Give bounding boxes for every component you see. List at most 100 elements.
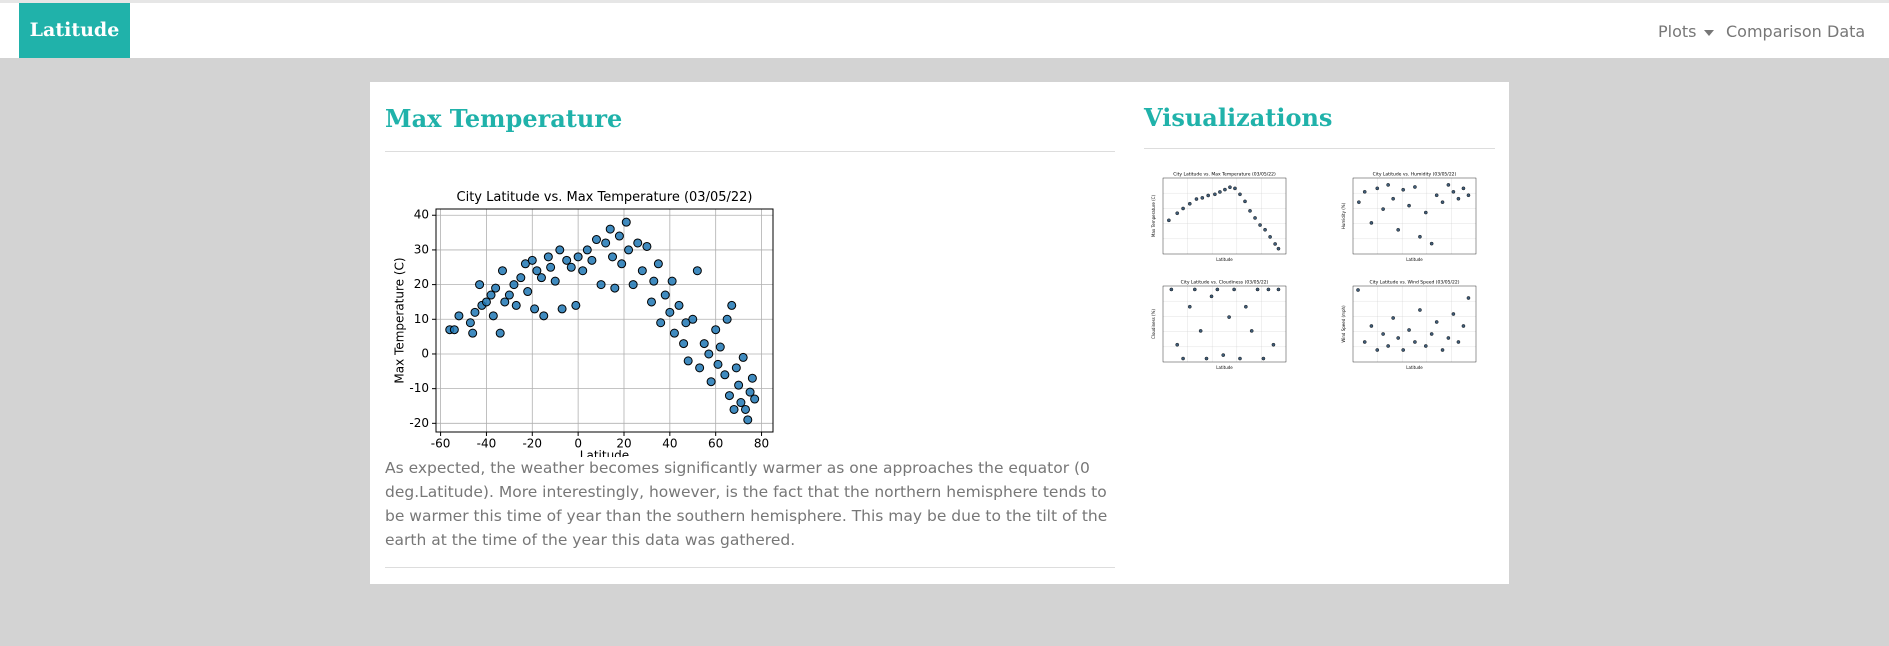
data-point xyxy=(653,259,663,269)
thumbnail[interactable]: City Latitude vs. Max Temperature (03/05… xyxy=(1145,170,1293,266)
data-point xyxy=(1375,186,1380,191)
data-point xyxy=(738,352,748,362)
navbar: Latitude Plots Comparison Data xyxy=(0,0,1889,58)
data-point xyxy=(557,304,567,314)
x-tick-label: -40 xyxy=(477,437,497,451)
data-point xyxy=(1451,312,1456,316)
data-point xyxy=(454,311,464,321)
data-point xyxy=(536,273,546,283)
x-tick-label: -20 xyxy=(522,437,542,451)
data-point xyxy=(679,339,689,349)
data-point xyxy=(509,280,519,290)
data-point xyxy=(706,377,716,387)
data-point xyxy=(715,342,725,352)
data-point xyxy=(582,245,592,255)
data-point xyxy=(637,266,647,276)
data-point xyxy=(1238,356,1242,361)
data-point xyxy=(596,280,606,290)
data-point xyxy=(720,370,730,380)
data-point xyxy=(1357,200,1361,204)
nav-plots[interactable]: Plots xyxy=(1658,22,1714,41)
data-point xyxy=(1434,193,1439,198)
x-tick-label: 60 xyxy=(708,437,723,451)
data-point xyxy=(1396,336,1400,340)
y-tick-label: -20 xyxy=(409,416,429,430)
data-point xyxy=(1423,210,1428,215)
data-point xyxy=(1429,332,1434,336)
data-point xyxy=(1233,186,1237,191)
data-point xyxy=(1198,329,1203,333)
y-axis-label: Humidity (%) xyxy=(1341,202,1346,229)
data-point xyxy=(1401,348,1406,352)
data-point xyxy=(527,255,537,265)
data-point xyxy=(1401,187,1406,192)
data-point xyxy=(511,300,521,310)
data-point xyxy=(669,328,679,338)
data-point xyxy=(722,314,732,324)
chart-title: City Latitude vs. Wind Speed (03/05/22) xyxy=(1369,279,1459,285)
data-point xyxy=(1232,287,1236,292)
data-point xyxy=(539,311,549,321)
chart-title: City Latitude vs. Cloudiness (03/05/22) xyxy=(1181,279,1269,285)
data-point xyxy=(660,290,670,300)
data-point xyxy=(727,300,737,310)
data-point xyxy=(566,262,576,272)
data-point xyxy=(605,224,615,234)
data-point xyxy=(1362,340,1367,344)
data-point xyxy=(642,241,652,251)
data-point xyxy=(1266,287,1271,292)
data-point xyxy=(747,373,757,383)
y-tick-label: 20 xyxy=(414,277,429,291)
data-point xyxy=(1418,234,1422,239)
data-point xyxy=(699,339,709,349)
data-point xyxy=(1244,304,1248,309)
main-chart: -60 -40 -20 0 20 40 60 80 -20 -10 0 10 20 30 40 City La… xyxy=(393,190,774,457)
x-axis-label: Latitude xyxy=(1406,257,1423,262)
data-point xyxy=(1248,209,1252,213)
y-axis-label: Max Temperature (C) xyxy=(393,257,407,383)
data-point xyxy=(550,276,560,286)
nav-comparison[interactable]: Comparison xyxy=(1726,22,1822,41)
thumbnail[interactable]: City Latitude vs. Humidity (03/05/22) Lat… xyxy=(1335,170,1483,266)
data-point xyxy=(633,238,643,248)
nav-link-text: Plots xyxy=(1658,22,1697,41)
y-tick-label: 10 xyxy=(414,312,429,326)
data-point xyxy=(1466,296,1471,300)
thumbnail[interactable]: City Latitude vs. Cloudiness (03/05/22) L… xyxy=(1145,278,1293,374)
data-point xyxy=(481,297,491,307)
data-point xyxy=(1391,316,1395,320)
data-point xyxy=(1381,207,1385,211)
plot-frame xyxy=(1352,177,1477,255)
data-point xyxy=(1243,199,1247,204)
data-point xyxy=(656,318,666,328)
data-point xyxy=(1223,187,1227,192)
data-point xyxy=(520,259,530,269)
data-point xyxy=(1386,183,1390,187)
data-point xyxy=(486,290,496,300)
x-tick-label: -60 xyxy=(431,437,451,451)
data-point xyxy=(750,394,760,404)
data-point xyxy=(1391,196,1395,201)
main-heading: Max Temperature xyxy=(385,104,623,133)
data-point xyxy=(1451,190,1456,194)
data-point xyxy=(546,262,556,272)
plot-frame xyxy=(1162,285,1287,363)
plot-area xyxy=(1163,286,1286,362)
data-point xyxy=(1175,342,1180,347)
data-point xyxy=(470,307,480,317)
data-point xyxy=(1276,287,1281,292)
data-point xyxy=(1362,190,1367,194)
content-panel: Max Temperature -60 -40 -20 0 20 40 60 80 -20 -10… xyxy=(370,82,1509,584)
chart-title: City Latitude vs. Max Temperature (03/05… xyxy=(1173,171,1276,177)
data-point xyxy=(1423,344,1428,348)
data-point xyxy=(1169,287,1174,292)
data-point xyxy=(1218,190,1222,194)
y-axis-label: Cloudiness (%) xyxy=(1151,309,1156,339)
data-point xyxy=(724,391,734,401)
plot-frame xyxy=(435,208,774,433)
brand[interactable]: Latitude xyxy=(19,3,130,58)
data-point xyxy=(530,304,540,314)
thumbnail[interactable]: City Latitude vs. Wind Speed (03/05/22) L… xyxy=(1335,278,1483,374)
data-point xyxy=(1175,211,1180,216)
nav-data[interactable]: Data xyxy=(1827,22,1866,41)
